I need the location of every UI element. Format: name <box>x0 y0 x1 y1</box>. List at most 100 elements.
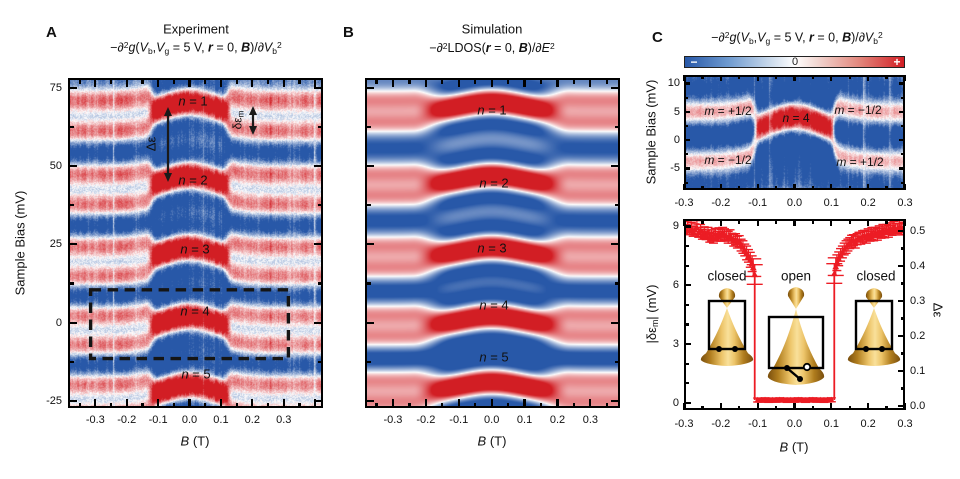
x-tick <box>793 75 796 81</box>
band-label-n2: n = 2 <box>178 172 208 188</box>
y-tick-label: 0.4 <box>910 260 926 272</box>
x-tick <box>756 219 759 226</box>
y-tick <box>684 362 689 365</box>
data-marker <box>728 235 736 241</box>
x-tick <box>811 405 814 410</box>
m-label-top-left: m = +1/2 <box>704 104 752 118</box>
y-tick <box>901 181 905 184</box>
cone-inset-open-switch-lever-end <box>797 376 803 382</box>
x-tick <box>830 75 833 81</box>
x-tick-label: 0.0 <box>181 414 198 426</box>
data-marker <box>787 396 795 403</box>
x-tick <box>682 219 686 226</box>
data-marker <box>868 230 876 236</box>
x-tick <box>738 405 741 410</box>
x-tick <box>605 402 608 408</box>
band-label-n3: n = 3 <box>180 241 210 257</box>
x-tick-label: 0.3 <box>582 414 599 426</box>
data-marker <box>732 235 739 242</box>
y-tick <box>900 352 905 355</box>
cone-inset-closed-right-upper-cone <box>865 288 883 308</box>
x-tick-label: 0.1 <box>823 418 839 430</box>
x-tick <box>204 78 207 84</box>
x-tick-label: 0.1 <box>213 414 229 426</box>
x-tick <box>867 75 870 81</box>
x-tick <box>424 399 427 408</box>
x-tick <box>848 75 851 79</box>
x-tick <box>109 402 113 408</box>
data-marker <box>710 235 717 241</box>
data-marker <box>717 232 725 238</box>
y-tick <box>611 243 620 246</box>
y-tick <box>898 264 905 268</box>
data-marker <box>791 396 798 403</box>
y-tick <box>684 181 688 184</box>
y-tick <box>68 165 77 168</box>
y-tick <box>314 399 323 402</box>
data-marker <box>864 231 872 237</box>
x-tick <box>424 78 427 87</box>
x-tick <box>441 78 444 84</box>
band-label-b-n5: n = 5 <box>479 349 509 365</box>
y-tick <box>317 204 323 207</box>
y-tick <box>898 299 905 303</box>
x-tick <box>78 402 81 408</box>
data-marker <box>835 255 843 262</box>
x-tick <box>756 184 759 190</box>
y-tick <box>611 86 620 90</box>
x-tick <box>172 402 175 408</box>
x-tick <box>589 399 592 408</box>
y-tick <box>68 360 74 363</box>
x-tick <box>572 78 576 84</box>
y-tick <box>314 321 323 324</box>
data-marker <box>715 230 723 236</box>
y-tick-label: 9 <box>672 220 679 233</box>
panel-a-letter: A <box>46 24 57 41</box>
data-marker <box>722 233 730 239</box>
x-tick <box>793 219 796 226</box>
x-tick <box>188 399 191 408</box>
x-tick-label: -0.1 <box>449 414 469 426</box>
cone-inset-open-switch-open-terminal <box>802 362 812 372</box>
x-tick <box>682 403 686 410</box>
data-marker <box>748 260 756 267</box>
y-tick-label: 0.1 <box>910 365 926 377</box>
x-tick <box>457 78 460 87</box>
x-tick <box>523 399 526 408</box>
x-tick <box>507 402 510 408</box>
x-tick <box>219 399 223 408</box>
x-tick <box>885 405 888 410</box>
y-tick <box>68 321 77 324</box>
y-tick <box>900 247 905 250</box>
data-marker <box>783 397 791 403</box>
x-tick-label: -0.3 <box>85 414 105 426</box>
x-tick <box>141 402 144 408</box>
data-marker <box>877 230 885 236</box>
x-tick-label: -0.3 <box>383 414 403 426</box>
x-tick <box>903 75 907 81</box>
x-tick <box>109 78 113 84</box>
cone-inset-closed-left-switch-terminal <box>732 346 738 352</box>
data-marker <box>724 234 732 240</box>
x-tick <box>507 78 510 84</box>
panel-a-ylabel: Sample Bias (mV) <box>12 190 28 296</box>
y-tick <box>684 284 691 287</box>
data-marker <box>866 233 874 239</box>
x-tick <box>266 78 270 84</box>
y-tick-label: 3 <box>672 338 679 351</box>
delta-eps-label: Δε <box>143 136 159 152</box>
y-tick <box>684 153 688 156</box>
x-tick-label: 0.3 <box>276 414 292 426</box>
data-marker <box>776 396 784 403</box>
y-tick <box>68 126 74 129</box>
x-tick-label: -0.2 <box>711 197 731 209</box>
data-marker <box>711 231 719 237</box>
x-tick <box>719 219 722 226</box>
data-marker <box>813 396 820 403</box>
data-marker <box>741 246 749 253</box>
x-tick <box>172 78 175 84</box>
y-tick <box>614 282 620 285</box>
y-tick <box>684 264 689 267</box>
data-marker <box>737 241 745 248</box>
cone-inset-closed-left-box <box>707 299 747 351</box>
